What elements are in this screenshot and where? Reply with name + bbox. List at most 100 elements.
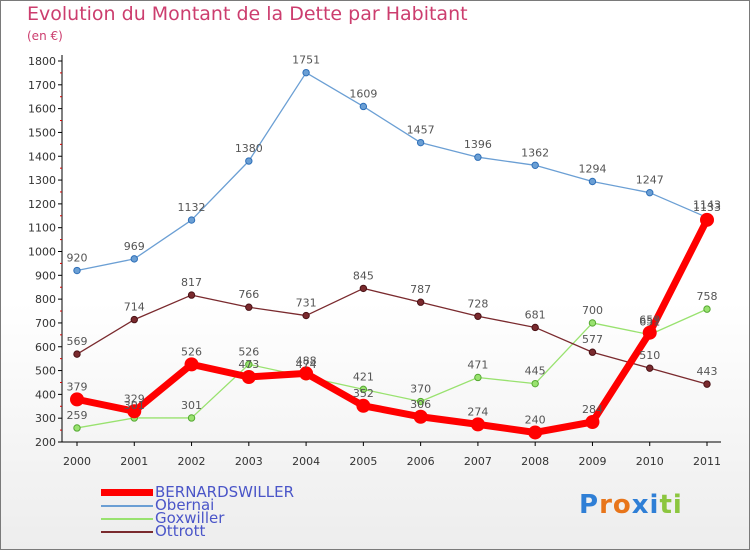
data-point-bernardswiller	[356, 398, 371, 413]
data-label-ottrott: 443	[697, 365, 718, 378]
data-label-goxwiller: 651	[639, 316, 660, 329]
data-label-obernai: 969	[124, 240, 145, 253]
data-point-goxwiller	[588, 319, 597, 327]
data-point-ottrott	[531, 323, 539, 332]
data-point-goxwiller	[73, 424, 81, 432]
data-point-ottrott	[703, 380, 711, 388]
data-point-obernai	[474, 153, 482, 161]
legend-swatch-goxwiller	[101, 518, 153, 520]
data-point-obernai	[73, 266, 81, 275]
x-tick-label: 2007	[464, 455, 492, 468]
data-label-obernai: 1751	[292, 54, 320, 67]
data-label-ottrott: 510	[639, 349, 660, 362]
data-label-ottrott: 731	[296, 297, 317, 310]
data-label-goxwiller: 474	[296, 358, 317, 371]
data-point-bernardswiller	[528, 425, 543, 440]
x-tick-label: 2000	[63, 455, 91, 468]
data-point-bernardswiller	[127, 404, 142, 419]
data-label-goxwiller: 421	[353, 370, 374, 383]
data-point-bernardswiller	[241, 369, 256, 384]
data-point-ottrott	[474, 312, 482, 320]
data-label-bernardswiller: 488	[296, 354, 317, 367]
data-label-goxwiller: 526	[238, 345, 259, 358]
legend-label-bernardswiller: BERNARDSWILLER	[155, 483, 295, 501]
x-tick-label: 2010	[636, 455, 664, 468]
data-point-bernardswiller	[642, 325, 657, 340]
data-point-obernai	[646, 188, 654, 197]
data-point-goxwiller	[531, 379, 539, 388]
data-point-obernai	[245, 157, 253, 165]
data-point-ottrott	[187, 291, 196, 299]
y-tick-label: 1500	[28, 126, 56, 139]
data-point-goxwiller	[703, 305, 711, 313]
data-label-bernardswiller: 352	[353, 387, 374, 400]
legend-swatch-bernardswiller	[101, 489, 153, 496]
data-point-goxwiller	[359, 385, 368, 394]
data-point-ottrott	[130, 315, 138, 324]
data-label-obernai: 1396	[464, 138, 492, 151]
y-tick-label: 1600	[28, 103, 56, 116]
data-label-obernai: 1143	[693, 198, 721, 211]
series-line-bernardswiller	[73, 216, 711, 436]
data-label-goxwiller: 700	[582, 304, 603, 317]
data-label-bernardswiller: 274	[467, 405, 488, 418]
x-tick-label: 2001	[120, 455, 148, 468]
data-point-ottrott	[359, 284, 368, 293]
data-label-bernardswiller: 240	[525, 413, 546, 426]
data-label-ottrott: 845	[353, 269, 374, 282]
data-label-bernardswiller: 329	[124, 392, 145, 405]
data-label-bernardswiller: 379	[67, 380, 88, 393]
data-label-obernai: 1362	[521, 146, 549, 159]
legend-swatch-obernai	[101, 505, 153, 507]
data-label-ottrott: 569	[67, 335, 88, 348]
data-point-ottrott	[73, 350, 81, 358]
y-tick-label: 800	[35, 293, 56, 306]
x-tick-label: 2009	[578, 455, 606, 468]
data-label-goxwiller: 301	[124, 399, 145, 412]
data-point-obernai	[416, 138, 425, 147]
data-label-ottrott: 728	[467, 297, 488, 310]
y-tick-label: 1700	[28, 79, 56, 92]
data-label-ottrott: 787	[410, 283, 431, 296]
legend-label-ottrott: Ottrott	[155, 522, 206, 540]
data-point-ottrott	[416, 298, 425, 306]
data-label-bernardswiller: 306	[410, 398, 431, 411]
x-tick-label: 2008	[521, 455, 549, 468]
data-label-goxwiller: 370	[410, 383, 431, 396]
data-point-bernardswiller	[70, 392, 84, 407]
x-tick-label: 2002	[178, 455, 206, 468]
data-label-ottrott: 817	[181, 276, 202, 289]
data-label-bernardswiller: 1133	[693, 201, 721, 214]
x-tick-label: 2005	[349, 455, 377, 468]
y-tick-label: 1100	[28, 222, 56, 235]
y-tick-label: 600	[35, 341, 56, 354]
y-tick-label: 400	[35, 388, 56, 401]
data-point-bernardswiller	[470, 417, 485, 432]
data-point-ottrott	[646, 364, 654, 372]
data-label-bernardswiller: 284	[582, 403, 603, 416]
chart-subtitle: (en €)	[27, 29, 63, 43]
data-point-bernardswiller	[700, 212, 714, 227]
legend-label-goxwiller: Goxwiller	[155, 509, 225, 527]
x-tick-label: 2003	[235, 455, 263, 468]
data-point-obernai	[130, 255, 138, 263]
x-tick-label: 2006	[407, 455, 435, 468]
y-tick-label: 200	[35, 436, 56, 449]
data-label-ottrott: 714	[124, 301, 145, 314]
series-line-ottrott	[76, 287, 708, 385]
data-label-obernai: 1609	[349, 87, 377, 100]
y-tick-label: 1000	[28, 246, 56, 259]
data-label-goxwiller: 758	[697, 290, 718, 303]
data-point-obernai	[588, 177, 597, 186]
data-label-bernardswiller: 526	[181, 345, 202, 358]
data-point-goxwiller	[187, 414, 196, 422]
data-label-ottrott: 577	[582, 333, 603, 346]
data-point-bernardswiller	[585, 414, 600, 429]
data-point-goxwiller	[416, 397, 425, 406]
legend-label-obernai: Obernai	[155, 496, 215, 514]
data-label-ottrott: 681	[525, 308, 546, 321]
y-tick-label: 1300	[28, 174, 56, 187]
data-point-ottrott	[302, 311, 310, 320]
